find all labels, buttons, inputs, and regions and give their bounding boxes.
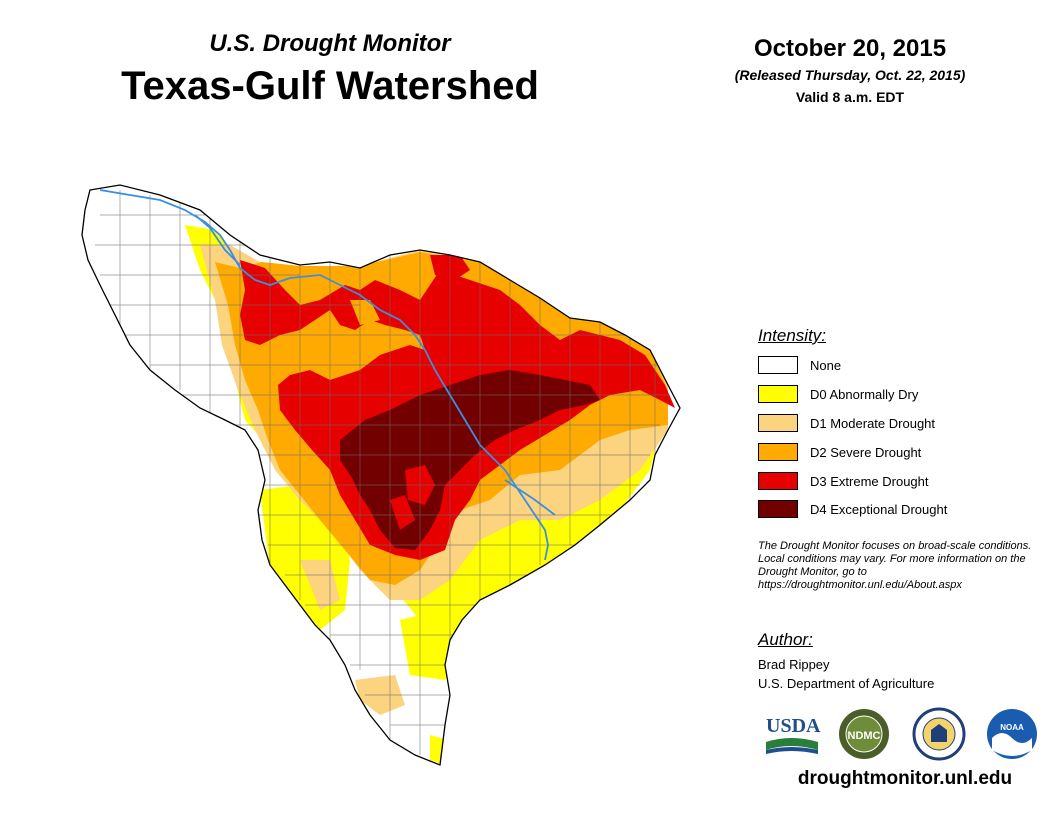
legend-label: D1 Moderate Drought xyxy=(810,416,936,431)
map-date: October 20, 2015 xyxy=(753,35,947,62)
legend-swatch xyxy=(758,385,798,403)
valid-time: Valid 8 a.m. EDT xyxy=(795,89,905,105)
legend-swatch xyxy=(758,443,798,461)
legend-swatch xyxy=(758,472,798,490)
noaa-logo-text: NOAA xyxy=(1000,723,1024,732)
legend-item: D1 Moderate Drought xyxy=(758,414,1018,434)
legend-swatch xyxy=(758,356,798,374)
legend-label: None xyxy=(810,358,842,373)
author-name: Brad Rippey xyxy=(758,657,830,672)
author-heading: Author: xyxy=(758,630,813,649)
release-date: (Released Thursday, Oct. 22, 2015) xyxy=(734,67,966,83)
drought-map xyxy=(81,184,681,766)
ndmc-logo: NDMC xyxy=(839,709,889,759)
legend-item: D3 Extreme Drought xyxy=(758,472,1018,492)
legend-label: D2 Severe Drought xyxy=(810,445,922,460)
disclaimer-note: The Drought Monitor focuses on broad-sca… xyxy=(758,540,1032,591)
map-title: Texas-Gulf Watershed xyxy=(121,64,539,108)
legend-label: D3 Extreme Drought xyxy=(810,474,929,489)
legend-swatch xyxy=(758,500,798,518)
watershed-outline xyxy=(81,184,681,766)
ndmc-logo-text: NDMC xyxy=(848,730,881,742)
partner-logos: USDA NDMC NOAA xyxy=(766,707,1037,761)
noaa-logo: NOAA xyxy=(987,709,1037,759)
website-link[interactable]: droughtmonitor.unl.edu xyxy=(797,768,1013,789)
legend-item: D2 Severe Drought xyxy=(758,443,1018,463)
legend-item: D4 Exceptional Drought xyxy=(758,500,1018,520)
author-organization: U.S. Department of Agriculture xyxy=(758,676,935,691)
legend-label: D4 Exceptional Drought xyxy=(810,502,948,517)
legend-label: D0 Abnormally Dry xyxy=(810,387,919,402)
rivers xyxy=(99,189,556,561)
usda-logo: USDA xyxy=(766,715,821,754)
legend-item: D0 Abnormally Dry xyxy=(758,385,1018,405)
legend-swatch xyxy=(758,414,798,432)
legend-item: None xyxy=(758,356,1018,376)
doc-seal xyxy=(912,707,966,761)
map-subtitle: U.S. Drought Monitor xyxy=(209,30,451,57)
legend-title: Intensity: xyxy=(758,326,827,345)
usda-logo-text: USDA xyxy=(766,715,821,737)
